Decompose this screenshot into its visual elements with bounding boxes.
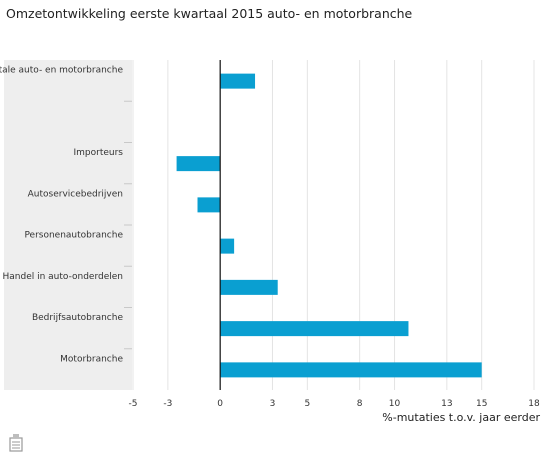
bar	[220, 238, 235, 254]
bar	[197, 197, 221, 213]
x-tick-label: 13	[441, 399, 452, 409]
x-tick-label: -5	[129, 399, 138, 409]
bar	[220, 362, 482, 378]
x-tick-label: 15	[476, 399, 487, 409]
category-label: Bedrijfsautobranche	[32, 313, 124, 323]
bar	[220, 321, 409, 337]
x-tick-label: 0	[217, 399, 223, 409]
bar	[220, 279, 278, 295]
category-panel	[4, 60, 132, 390]
category-label: Autoservicebedrijven	[28, 189, 123, 199]
category-label: Personenautobranche	[24, 231, 123, 241]
x-tick-label: -3	[163, 399, 172, 409]
chart-title: Omzetontwikkeling eerste kwartaal 2015 a…	[6, 6, 413, 21]
bar	[176, 156, 221, 172]
x-tick-label: 8	[357, 399, 363, 409]
bar	[220, 73, 256, 89]
x-tick-label: 3	[270, 399, 276, 409]
x-axis-label: %-mutaties t.o.v. jaar eerder	[382, 411, 540, 424]
category-label: Handel in auto-onderdelen	[3, 272, 124, 282]
cbs-logo-icon	[9, 434, 23, 452]
category-label: Totale auto- en motorbranche	[0, 66, 123, 76]
category-label: Importeurs	[74, 148, 124, 158]
x-tick-label: 18	[528, 399, 540, 409]
x-tick-label: 5	[304, 399, 310, 409]
x-tick-label: 10	[389, 399, 401, 409]
category-label: Motorbranche	[60, 354, 123, 364]
